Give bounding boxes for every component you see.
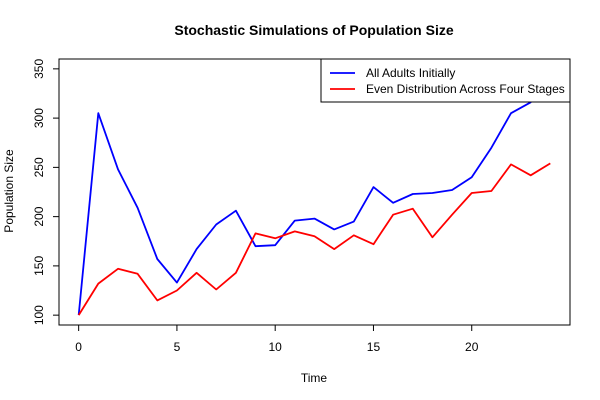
- y-axis-label: Population Size: [2, 149, 16, 233]
- x-tick-label-20: 20: [465, 340, 479, 354]
- y-tick-label-150: 150: [32, 256, 46, 276]
- x-tick-label-0: 0: [75, 340, 82, 354]
- y-tick-label-100: 100: [32, 305, 46, 325]
- chart-title: Stochastic Simulations of Population Siz…: [174, 22, 453, 38]
- legend-label-1: All Adults Initially: [366, 66, 455, 80]
- x-tick-label-10: 10: [269, 340, 283, 354]
- y-tick-label-200: 200: [32, 206, 46, 226]
- legend-box: [320, 58, 571, 103]
- x-axis-label: Time: [301, 371, 328, 385]
- x-tick-label-5: 5: [174, 340, 181, 354]
- x-tick-label-15: 15: [367, 340, 381, 354]
- series-line-2: [77, 162, 551, 316]
- legend-label-2: Even Distribution Across Four Stages: [366, 82, 565, 96]
- y-tick-label-300: 300: [32, 108, 46, 128]
- plot-frame: [58, 58, 571, 326]
- y-tick-label-350: 350: [32, 59, 46, 79]
- plot-area: 0 5 10 15 20 100 150 200 250 300 350 All Adults Ini…: [32, 58, 571, 354]
- y-tick-label-250: 250: [32, 157, 46, 177]
- series-line-1: [77, 60, 552, 316]
